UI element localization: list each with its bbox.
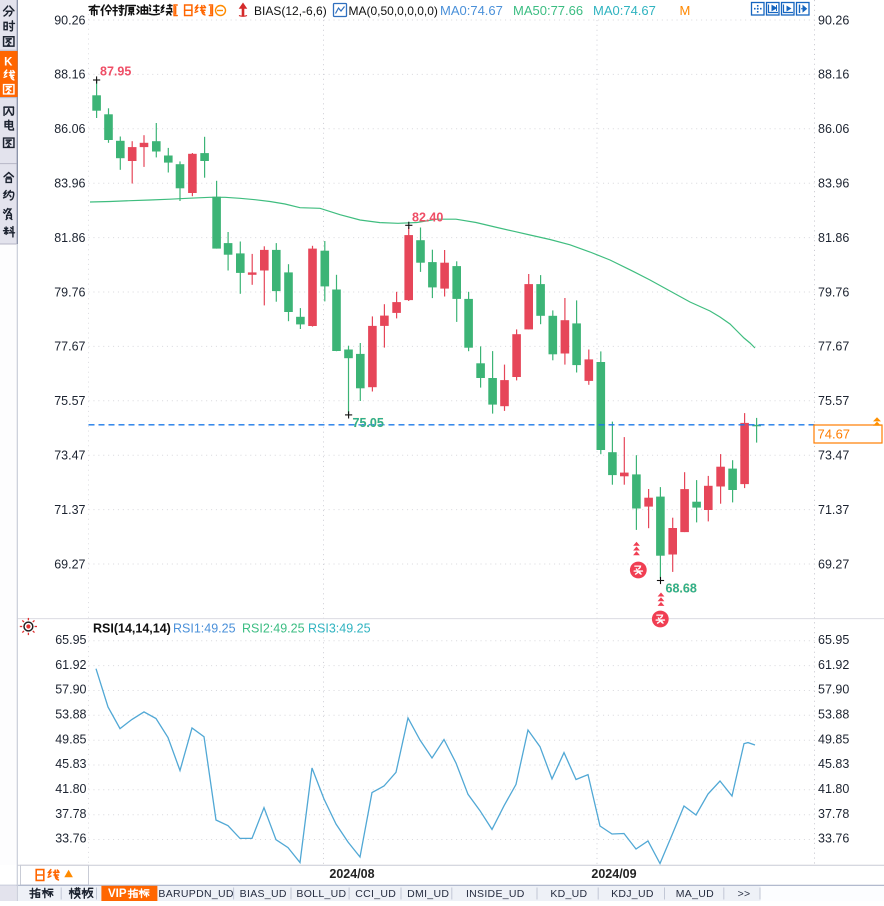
svg-text:81.86: 81.86 (818, 231, 849, 245)
svg-text:71.37: 71.37 (54, 503, 85, 517)
svg-text:88.16: 88.16 (54, 68, 85, 82)
svg-text:MA50:77.66: MA50:77.66 (513, 3, 583, 18)
svg-text:M: M (680, 3, 691, 18)
svg-text:VIP: VIP (108, 888, 127, 900)
svg-text:RSI2:49.25: RSI2:49.25 (242, 622, 305, 636)
svg-text:KD_UD: KD_UD (550, 888, 587, 900)
svg-text:69.27: 69.27 (818, 557, 849, 571)
svg-text:BOLL_UD: BOLL_UD (296, 888, 346, 900)
svg-text:49.85: 49.85 (818, 732, 849, 746)
svg-text:65.95: 65.95 (818, 633, 849, 647)
svg-text:75.05: 75.05 (353, 416, 384, 430)
svg-text:57.90: 57.90 (55, 683, 86, 697)
svg-text:41.80: 41.80 (55, 782, 86, 796)
svg-text:45.83: 45.83 (55, 757, 86, 771)
svg-text:37.78: 37.78 (818, 807, 849, 821)
svg-text:73.47: 73.47 (818, 449, 849, 463)
svg-text:CCI_UD: CCI_UD (355, 888, 396, 900)
svg-text:68.68: 68.68 (666, 582, 697, 596)
svg-text:MA_UD: MA_UD (676, 888, 714, 900)
svg-text:DMI_UD: DMI_UD (407, 888, 449, 900)
svg-text:MA0:74.67: MA0:74.67 (593, 3, 656, 18)
svg-text:61.92: 61.92 (818, 658, 849, 672)
svg-text:83.96: 83.96 (818, 177, 849, 191)
svg-text:61.92: 61.92 (55, 658, 86, 672)
svg-text:79.76: 79.76 (818, 285, 849, 299)
svg-text:81.86: 81.86 (54, 231, 85, 245)
svg-text:53.88: 53.88 (818, 708, 849, 722)
svg-text:KDJ_UD: KDJ_UD (611, 888, 654, 900)
svg-text:75.57: 75.57 (54, 394, 85, 408)
svg-text:57.90: 57.90 (818, 683, 849, 697)
svg-text:33.76: 33.76 (818, 832, 849, 846)
svg-text:90.26: 90.26 (818, 13, 849, 27)
svg-text:37.78: 37.78 (55, 807, 86, 821)
svg-text:77.67: 77.67 (818, 340, 849, 354)
svg-text:INSIDE_UD: INSIDE_UD (466, 888, 525, 900)
svg-text:82.40: 82.40 (412, 211, 443, 225)
svg-text:BIAS(12,-6,6): BIAS(12,-6,6) (254, 4, 327, 18)
svg-text:77.67: 77.67 (54, 340, 85, 354)
svg-text:RSI3:49.25: RSI3:49.25 (308, 622, 371, 636)
svg-text:49.85: 49.85 (55, 732, 86, 746)
svg-text:73.47: 73.47 (54, 449, 85, 463)
svg-text:74.67: 74.67 (818, 427, 851, 442)
svg-text:86.06: 86.06 (818, 122, 849, 136)
svg-text:90.26: 90.26 (54, 13, 85, 27)
svg-text:RSI1:49.25: RSI1:49.25 (173, 622, 236, 636)
svg-text:45.83: 45.83 (818, 757, 849, 771)
svg-text:87.95: 87.95 (100, 65, 131, 79)
svg-text:53.88: 53.88 (55, 708, 86, 722)
svg-text:33.76: 33.76 (55, 832, 86, 846)
svg-text:MA(0,50,0,0,0,0): MA(0,50,0,0,0,0) (349, 4, 438, 18)
svg-text:79.76: 79.76 (54, 285, 85, 299)
svg-text:69.27: 69.27 (54, 557, 85, 571)
svg-text:41.80: 41.80 (818, 782, 849, 796)
svg-text:2024/09: 2024/09 (591, 867, 636, 881)
svg-text:71.37: 71.37 (818, 503, 849, 517)
svg-text:65.95: 65.95 (55, 633, 86, 647)
svg-text:K: K (4, 57, 13, 69)
svg-text:BIAS_UD: BIAS_UD (240, 888, 287, 900)
svg-text:86.06: 86.06 (54, 122, 85, 136)
svg-text:88.16: 88.16 (818, 68, 849, 82)
svg-text:MA0:74.67: MA0:74.67 (440, 3, 503, 18)
svg-text:75.57: 75.57 (818, 394, 849, 408)
svg-text:BARUPDN_UD: BARUPDN_UD (158, 888, 233, 900)
svg-text:>>: >> (738, 888, 751, 900)
svg-text:83.96: 83.96 (54, 177, 85, 191)
svg-text:2024/08: 2024/08 (329, 867, 374, 881)
svg-text:RSI(14,14,14): RSI(14,14,14) (93, 622, 171, 636)
